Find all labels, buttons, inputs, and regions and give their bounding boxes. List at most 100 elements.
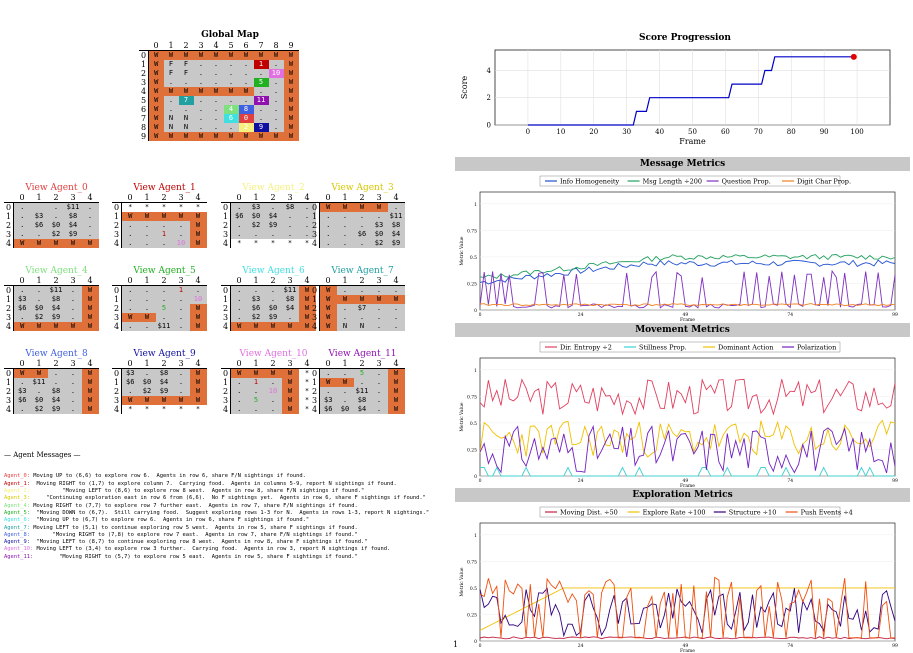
grid-cell: . bbox=[336, 221, 354, 230]
series-line bbox=[479, 419, 896, 458]
x-tick-label: 49 bbox=[683, 312, 689, 318]
grid-col-header: 1 bbox=[138, 193, 156, 203]
grid-cell: W bbox=[336, 295, 354, 304]
grid-row-header: 1 bbox=[310, 212, 320, 221]
grid-col-header: 1 bbox=[247, 276, 265, 286]
grid-row-header: 0 bbox=[4, 368, 14, 378]
grid-col-header: 3 bbox=[370, 193, 388, 203]
grid-cell: $6 bbox=[247, 304, 265, 313]
grid-cell: . bbox=[223, 78, 239, 87]
grid-col-header: 2 bbox=[155, 193, 173, 203]
grid-cell: W bbox=[30, 239, 48, 248]
grid-cell: W bbox=[336, 378, 354, 387]
series-line bbox=[480, 466, 895, 478]
grid-cell: . bbox=[353, 212, 371, 221]
grid-cell: * bbox=[172, 202, 190, 212]
grid-cell: 5 bbox=[247, 396, 265, 405]
grid-row-header: 0 bbox=[310, 285, 320, 295]
series-line bbox=[479, 587, 895, 631]
series-line bbox=[479, 303, 896, 307]
grid-cell: W bbox=[64, 322, 82, 331]
grid-col-header: 2 bbox=[353, 276, 371, 286]
grid-cell: W bbox=[247, 368, 265, 378]
grid-cell: $11 bbox=[64, 202, 82, 212]
grid-cell: W bbox=[387, 368, 405, 378]
grid-cell: W bbox=[47, 239, 65, 248]
grid-cell: . bbox=[387, 304, 405, 313]
y-tick-label: 0.5 bbox=[470, 586, 477, 592]
grid-cell: W bbox=[319, 285, 337, 295]
grid-row-header: 5 bbox=[139, 96, 149, 105]
x-tick-label: 24 bbox=[578, 643, 584, 649]
grid-row-header: 4 bbox=[221, 239, 231, 248]
grid-cell: W bbox=[81, 387, 99, 396]
grid-cell: W bbox=[253, 50, 269, 60]
y-axis-label: Metric Value bbox=[459, 402, 465, 431]
message-agent: Agent_0: bbox=[4, 473, 30, 480]
grid-cell: . bbox=[64, 405, 82, 414]
grid-row-header: 3 bbox=[221, 313, 231, 322]
grid-cell: W bbox=[319, 304, 337, 313]
grid-col-header: 0 bbox=[13, 193, 31, 203]
grid-cell: $3 bbox=[319, 396, 337, 405]
grid-col-header: 4 bbox=[298, 359, 316, 369]
grid-cell: . bbox=[223, 123, 239, 132]
grid-col-header: 4 bbox=[81, 359, 99, 369]
grid-cell: $6 bbox=[13, 396, 31, 405]
message-agent: Agent_8: bbox=[4, 531, 30, 538]
legend-label: Moving Dist. ÷50 bbox=[560, 509, 618, 517]
grid-cell: . bbox=[370, 212, 388, 221]
x-tick-label: 100 bbox=[850, 128, 863, 136]
grid-cell: . bbox=[264, 202, 282, 212]
grid-cell: W bbox=[189, 378, 207, 387]
grid-cell: W bbox=[319, 313, 337, 322]
x-tick-label: 40 bbox=[655, 128, 664, 136]
grid-cell: W bbox=[193, 87, 209, 96]
message-item: Agent_9: "Moving LEFT to (8,7) to contin… bbox=[4, 539, 444, 546]
grid-col-header: 4 bbox=[298, 193, 316, 203]
grid-col-header: 4 bbox=[387, 276, 405, 286]
grid-cell: * bbox=[281, 239, 299, 248]
grid-cell: W bbox=[189, 396, 207, 405]
grid-col-header: 4 bbox=[298, 276, 316, 286]
grid-row-header: 1 bbox=[112, 378, 122, 387]
grid-cell: . bbox=[264, 285, 282, 295]
score-chart: 0 10 20 30 40 50 60 70 80 90 100 0 2 4 Frame Score bbox=[460, 49, 891, 146]
message-text: "Moving UP to (6,7) to explore row 6. Ag… bbox=[29, 517, 310, 524]
grid-row-header: 3 bbox=[4, 230, 14, 239]
x-tick-label: 74 bbox=[787, 643, 793, 649]
grid-row-header: 4 bbox=[221, 322, 231, 331]
grid-cell: $3 bbox=[13, 387, 31, 396]
grid-cell: . bbox=[64, 285, 82, 295]
grid-cell: 8 bbox=[238, 105, 254, 114]
x-tick-label: 10 bbox=[556, 128, 565, 136]
agent-view-grid: 0 1 2 3 4 0... $11 W 1. $3. $8 W 2. $6 $0 $4 W 3. $2 $9. W 4 W… bbox=[221, 276, 316, 331]
grid-cell: . bbox=[238, 96, 254, 105]
grid-cell: 1 bbox=[155, 230, 173, 239]
grid-cell: $4 bbox=[155, 378, 173, 387]
grid-row-header: 1 bbox=[4, 212, 14, 221]
grid-cell: . bbox=[155, 313, 173, 322]
grid-cell: W bbox=[208, 132, 224, 141]
grid-cell: . bbox=[336, 212, 354, 221]
grid-row-header: 3 bbox=[112, 396, 122, 405]
grid-cell: W bbox=[148, 123, 164, 132]
legend-label: Explore Rate ÷100 bbox=[643, 509, 706, 517]
grid-col-header: 2 bbox=[47, 193, 65, 203]
plot-area bbox=[479, 357, 896, 477]
grid-col-header: 8 bbox=[268, 41, 284, 51]
grid-cell: W bbox=[148, 69, 164, 78]
legend: Dir. Entropy ÷2 Stillness Prop. Dominant A… bbox=[539, 341, 841, 353]
grid-cell: . bbox=[223, 69, 239, 78]
grid-cell: W bbox=[81, 295, 99, 304]
grid-cell: . bbox=[281, 230, 299, 239]
grid-col-header: 1 bbox=[163, 41, 179, 51]
grid-col-header: 3 bbox=[172, 359, 190, 369]
grid-cell: . bbox=[268, 114, 284, 123]
grid-cell: W bbox=[223, 132, 239, 141]
grid-col-header: 4 bbox=[189, 193, 207, 203]
grid-cell: W bbox=[319, 295, 337, 304]
x-tick-label: 24 bbox=[578, 312, 584, 318]
grid-cell: 10 bbox=[172, 239, 190, 248]
